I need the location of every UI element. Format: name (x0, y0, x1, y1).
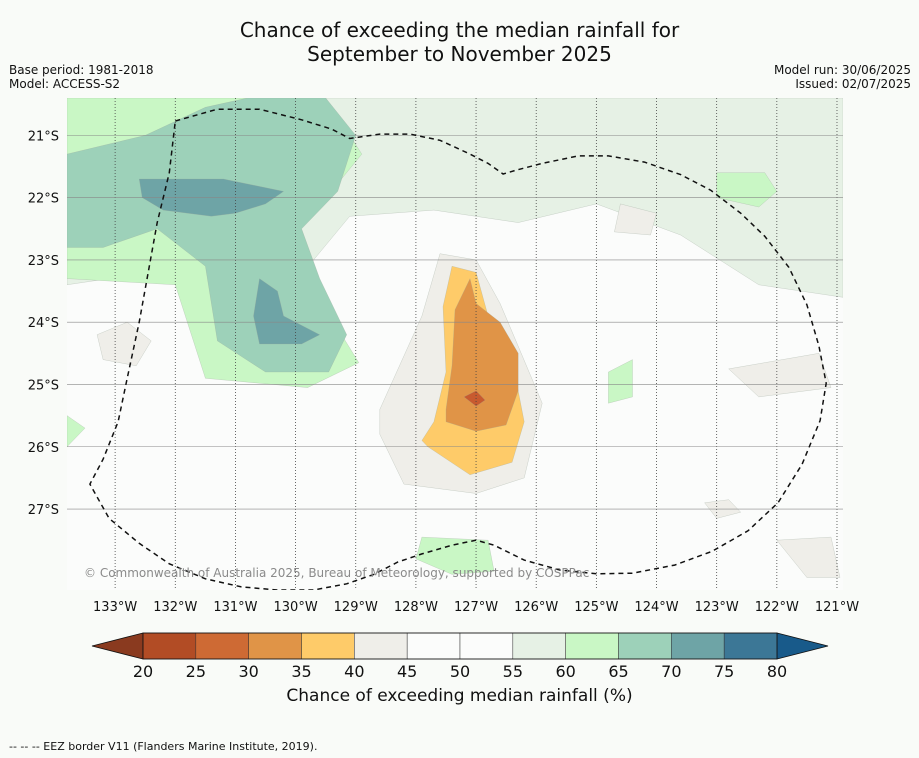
colorbar-segment (723, 632, 778, 660)
rainfall-region-65-70 (67, 98, 356, 373)
colorbar-segment (565, 632, 619, 660)
rainfall-region-60-65 (608, 359, 633, 404)
rainfall-region-40-45 (728, 353, 832, 398)
lon-tick-label: 127°W (454, 600, 498, 615)
colorbar-segment (354, 632, 408, 660)
colorbar-tick-label: 65 (608, 662, 628, 681)
lon-tick-label: 132°W (153, 600, 197, 615)
colorbar-segment (248, 632, 302, 660)
rainfall-region-70-75 (253, 278, 321, 345)
title-line-1: Chance of exceeding the median rainfall … (239, 18, 680, 42)
colorbar-tick-label: 40 (344, 662, 364, 681)
lat-tick-label: 24°S (28, 316, 59, 331)
issued-date: Issued: 02/07/2025 (795, 77, 911, 91)
lon-tick-label: 128°W (394, 600, 438, 615)
lon-tick-label: 125°W (574, 600, 618, 615)
rainfall-region-40-45 (776, 536, 841, 578)
base-period: Base period: 1981-2018 (9, 63, 154, 77)
lat-tick-label: 25°S (28, 378, 59, 393)
model-run: Model run: 30/06/2025 (773, 63, 911, 77)
lon-tick-label: 121°W (815, 600, 859, 615)
rainfall-region-60-65 (716, 172, 778, 208)
lat-tick-label: 21°S (28, 129, 59, 144)
lon-tick-label: 123°W (695, 600, 739, 615)
map-area: © Commonwealth of Australia 2025, Bureau… (67, 98, 843, 590)
colorbar-segment (512, 632, 566, 660)
colorbar-tick-label: 80 (767, 662, 787, 681)
lat-tick-label: 23°S (28, 254, 59, 269)
lon-tick-label: 129°W (334, 600, 378, 615)
colorbar-segment (301, 632, 355, 660)
rainfall-region-40-45 (96, 321, 152, 367)
colorbar-over-arrow (776, 632, 829, 660)
lat-tick-label: 26°S (28, 441, 59, 456)
colorbar-frame (142, 632, 778, 660)
colorbar-segment (406, 632, 461, 660)
lat-tick-label: 27°S (28, 503, 59, 518)
colorbar-segment (195, 632, 249, 660)
colorbar-segment (459, 632, 514, 660)
lon-tick-label: 133°W (93, 600, 137, 615)
lon-tick-label: 122°W (755, 600, 799, 615)
meta-left: Base period: 1981-2018 Model: ACCESS-S2 (9, 63, 154, 91)
colorbar-label: Chance of exceeding median rainfall (%) (286, 686, 633, 706)
eez-border (89, 108, 827, 590)
model-name: Model: ACCESS-S2 (9, 77, 121, 91)
rainfall-region-30-35 (445, 278, 519, 432)
rainfall-region-60-65 (415, 536, 495, 575)
colorbar-tick-label: 30 (238, 662, 258, 681)
colorbar-segment (142, 632, 197, 660)
meta-right: Model run: 30/06/2025 Issued: 02/07/2025 (774, 63, 911, 91)
rainfall-region-40-45 (614, 203, 657, 236)
lat-tick-label: 22°S (28, 192, 59, 207)
colorbar-tick-label: 75 (714, 662, 734, 681)
title-line-2: September to November 2025 (307, 42, 612, 66)
colorbar-tick-label: 25 (186, 662, 206, 681)
colorbar-tick-label: 45 (397, 662, 417, 681)
colorbar-tick-label: 50 (450, 662, 470, 681)
colorbar-tick-label: 60 (555, 662, 575, 681)
colorbar-tick-label: 55 (503, 662, 523, 681)
colorbar-segment (618, 632, 672, 660)
lon-tick-label: 131°W (213, 600, 257, 615)
colorbar-under-arrow (91, 632, 144, 660)
copyright-notice: © Commonwealth of Australia 2025, Bureau… (84, 566, 589, 580)
lon-tick-label: 124°W (634, 600, 678, 615)
lon-tick-label: 130°W (274, 600, 318, 615)
rainfall-region-60-65 (67, 415, 86, 448)
eez-legend: -- -- -- EEZ border V11 (Flanders Marine… (9, 740, 318, 753)
rainfall-region-25-30 (463, 390, 486, 407)
colorbar-tick-label: 35 (291, 662, 311, 681)
colorbar-segment (671, 632, 725, 660)
colorbar-tick-label: 20 (133, 662, 153, 681)
lon-tick-label: 126°W (514, 600, 558, 615)
colorbar: 20 25 30 35 40 45 50 55 60 65 70 75 80 (91, 632, 829, 681)
chart-title: Chance of exceeding the median rainfall … (0, 18, 919, 66)
colorbar-tick-label: 70 (661, 662, 681, 681)
